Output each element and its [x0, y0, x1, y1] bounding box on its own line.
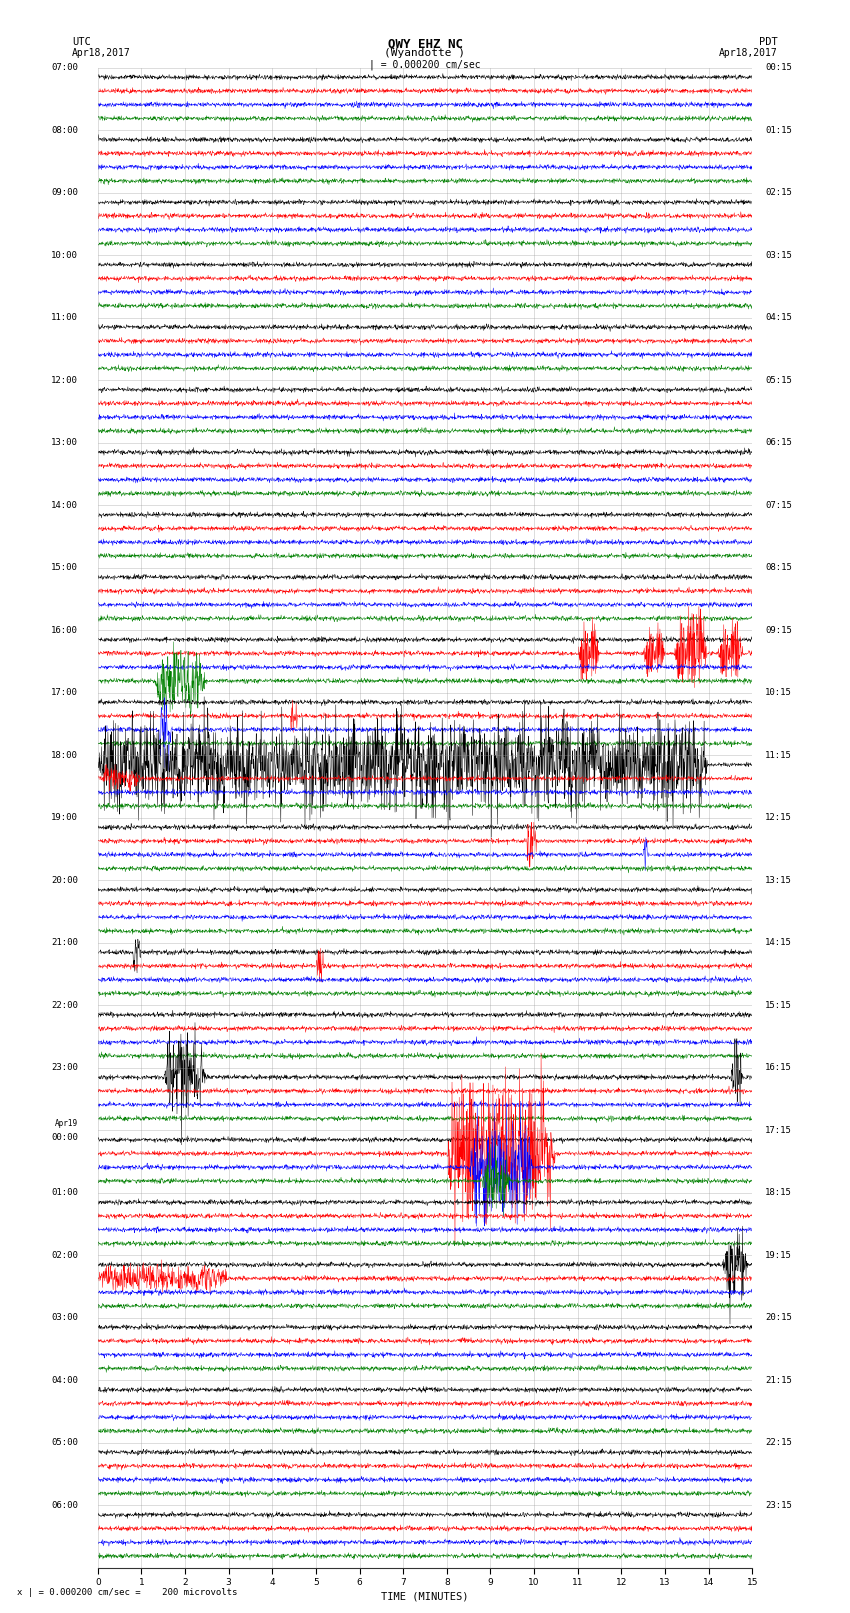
Text: 13:15: 13:15: [765, 876, 792, 886]
Text: 23:15: 23:15: [765, 1500, 792, 1510]
Text: 20:00: 20:00: [51, 876, 78, 886]
Text: 00:00: 00:00: [51, 1132, 78, 1142]
Text: 11:00: 11:00: [51, 313, 78, 323]
Text: 03:15: 03:15: [765, 250, 792, 260]
Text: Apr18,2017: Apr18,2017: [72, 48, 131, 58]
Text: 01:00: 01:00: [51, 1189, 78, 1197]
Text: 23:00: 23:00: [51, 1063, 78, 1073]
Text: 15:00: 15:00: [51, 563, 78, 573]
Text: 07:00: 07:00: [51, 63, 78, 73]
Text: 07:15: 07:15: [765, 500, 792, 510]
Text: 03:00: 03:00: [51, 1313, 78, 1323]
Text: PDT: PDT: [759, 37, 778, 47]
Text: 04:00: 04:00: [51, 1376, 78, 1386]
Text: 22:15: 22:15: [765, 1439, 792, 1447]
Text: 21:15: 21:15: [765, 1376, 792, 1386]
Text: 12:00: 12:00: [51, 376, 78, 386]
Text: 14:00: 14:00: [51, 500, 78, 510]
Text: UTC: UTC: [72, 37, 91, 47]
Text: 01:15: 01:15: [765, 126, 792, 135]
Text: Apr19: Apr19: [55, 1119, 78, 1127]
Text: 18:00: 18:00: [51, 750, 78, 760]
Text: 02:15: 02:15: [765, 189, 792, 197]
Text: 14:15: 14:15: [765, 939, 792, 947]
Text: Apr18,2017: Apr18,2017: [719, 48, 778, 58]
Text: 11:15: 11:15: [765, 750, 792, 760]
Text: 08:15: 08:15: [765, 563, 792, 573]
Text: 21:00: 21:00: [51, 939, 78, 947]
Text: 10:00: 10:00: [51, 250, 78, 260]
Text: 09:00: 09:00: [51, 189, 78, 197]
X-axis label: TIME (MINUTES): TIME (MINUTES): [382, 1592, 468, 1602]
Text: 06:15: 06:15: [765, 439, 792, 447]
Text: (Wyandotte ): (Wyandotte ): [384, 48, 466, 58]
Text: 02:00: 02:00: [51, 1250, 78, 1260]
Text: 13:00: 13:00: [51, 439, 78, 447]
Text: x | = 0.000200 cm/sec =    200 microvolts: x | = 0.000200 cm/sec = 200 microvolts: [17, 1587, 237, 1597]
Text: 05:00: 05:00: [51, 1439, 78, 1447]
Text: 08:00: 08:00: [51, 126, 78, 135]
Text: 12:15: 12:15: [765, 813, 792, 823]
Text: 09:15: 09:15: [765, 626, 792, 636]
Text: 18:15: 18:15: [765, 1189, 792, 1197]
Text: 04:15: 04:15: [765, 313, 792, 323]
Text: 19:00: 19:00: [51, 813, 78, 823]
Text: 05:15: 05:15: [765, 376, 792, 386]
Text: 10:15: 10:15: [765, 689, 792, 697]
Text: 17:15: 17:15: [765, 1126, 792, 1136]
Text: 20:15: 20:15: [765, 1313, 792, 1323]
Text: 06:00: 06:00: [51, 1500, 78, 1510]
Text: QWY EHZ NC: QWY EHZ NC: [388, 37, 462, 50]
Text: 19:15: 19:15: [765, 1250, 792, 1260]
Text: 00:15: 00:15: [765, 63, 792, 73]
Text: 17:00: 17:00: [51, 689, 78, 697]
Text: | = 0.000200 cm/sec: | = 0.000200 cm/sec: [369, 60, 481, 71]
Text: 22:00: 22:00: [51, 1000, 78, 1010]
Text: 16:00: 16:00: [51, 626, 78, 636]
Text: 15:15: 15:15: [765, 1000, 792, 1010]
Text: 16:15: 16:15: [765, 1063, 792, 1073]
